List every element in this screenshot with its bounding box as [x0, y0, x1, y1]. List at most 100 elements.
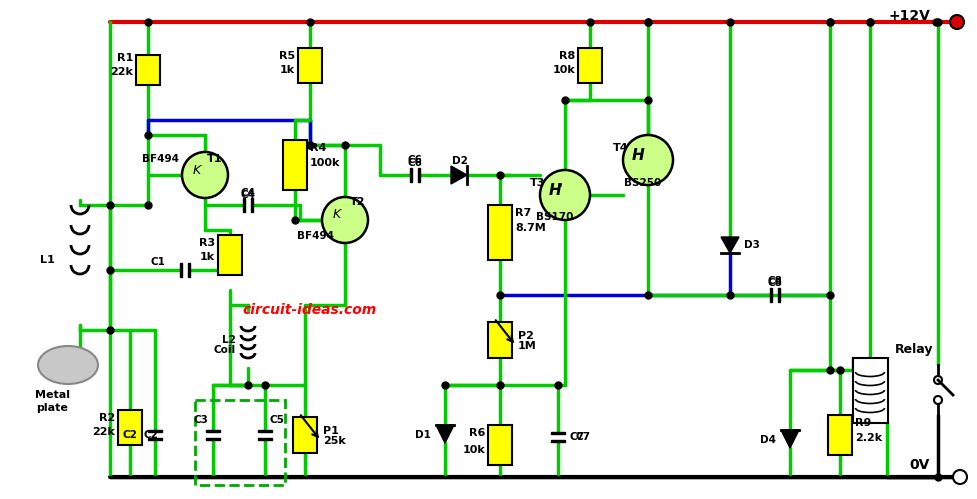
Polygon shape [436, 425, 453, 443]
Circle shape [933, 396, 941, 404]
Bar [194, 400, 284, 485]
Text: 1M: 1M [518, 341, 536, 351]
Text: C1: C1 [150, 257, 165, 267]
Text: 2.2k: 2.2k [854, 433, 881, 443]
Text: H: H [548, 183, 561, 198]
Bar [769, 288, 771, 302]
Text: ᴴ: ᴴ [557, 183, 562, 193]
Text: D4: D4 [759, 435, 775, 445]
Bar [148, 438, 162, 440]
Bar [298, 48, 321, 83]
Text: BF494: BF494 [142, 154, 179, 164]
Bar [258, 430, 272, 432]
Text: 10k: 10k [462, 445, 485, 455]
Bar [136, 55, 160, 85]
Text: T4: T4 [613, 143, 628, 153]
Text: 22k: 22k [110, 67, 133, 77]
Text: Coil: Coil [214, 345, 235, 355]
Bar [577, 48, 602, 83]
Circle shape [182, 152, 228, 198]
Circle shape [321, 197, 367, 243]
Bar [251, 198, 253, 212]
Text: R6: R6 [468, 428, 485, 438]
Bar [282, 140, 307, 190]
Circle shape [952, 470, 966, 484]
Circle shape [539, 170, 589, 220]
Text: L2: L2 [222, 335, 235, 345]
Text: 25k: 25k [322, 436, 346, 446]
Bar [488, 205, 512, 260]
Text: 22k: 22k [92, 427, 115, 437]
Bar [148, 430, 162, 432]
Bar [293, 417, 317, 453]
Polygon shape [781, 430, 798, 448]
Text: D3: D3 [743, 240, 759, 250]
Ellipse shape [38, 346, 98, 384]
Bar [258, 438, 272, 440]
Text: D2: D2 [451, 156, 467, 166]
Text: C7: C7 [570, 432, 584, 442]
Text: C8: C8 [767, 276, 782, 286]
Polygon shape [720, 237, 739, 253]
Bar [242, 198, 245, 212]
Text: BS170: BS170 [535, 212, 573, 222]
Text: 1k: 1k [199, 252, 215, 262]
Bar [852, 357, 886, 423]
Text: C8: C8 [767, 278, 782, 288]
Text: Relay: Relay [894, 343, 932, 356]
Text: C5: C5 [270, 415, 284, 425]
Text: P1: P1 [322, 426, 338, 436]
Bar [550, 440, 565, 442]
Bar [180, 263, 182, 277]
Bar [409, 168, 411, 182]
Text: circuit-ideas.com: circuit-ideas.com [242, 303, 377, 317]
Text: L1: L1 [40, 255, 55, 265]
Text: C2: C2 [143, 430, 157, 440]
Text: BF494: BF494 [296, 231, 333, 241]
Text: T1: T1 [207, 154, 223, 164]
Text: R4: R4 [310, 143, 326, 153]
Text: H: H [631, 148, 644, 163]
Text: C6: C6 [407, 158, 422, 168]
Text: C2: C2 [122, 430, 137, 440]
Bar [417, 168, 419, 182]
Circle shape [622, 135, 672, 185]
Text: Metal: Metal [34, 390, 69, 400]
Text: R5: R5 [278, 51, 295, 61]
Bar [488, 322, 512, 358]
Bar [206, 430, 220, 432]
Text: 10k: 10k [552, 65, 574, 75]
Bar [206, 438, 220, 440]
Bar [488, 425, 512, 465]
Bar [218, 235, 241, 275]
Text: R7: R7 [515, 208, 531, 218]
Text: K: K [192, 164, 201, 177]
Text: C4: C4 [240, 188, 255, 198]
Bar [778, 288, 780, 302]
Bar [188, 263, 190, 277]
Text: R2: R2 [99, 413, 115, 423]
Text: C4: C4 [240, 190, 255, 200]
Bar [550, 432, 565, 434]
Text: 0V: 0V [909, 458, 929, 472]
Text: R3: R3 [198, 238, 215, 248]
Circle shape [949, 15, 963, 29]
Text: 1k: 1k [279, 65, 295, 75]
Polygon shape [450, 166, 467, 184]
Text: C7: C7 [575, 432, 590, 442]
Bar [118, 410, 142, 445]
Text: K: K [332, 209, 341, 222]
Text: 8.7M: 8.7M [515, 223, 545, 233]
Text: T3: T3 [530, 178, 545, 188]
Text: P2: P2 [518, 331, 533, 341]
Text: BS250: BS250 [623, 178, 661, 188]
Text: T2: T2 [350, 197, 365, 207]
Text: R9: R9 [854, 418, 871, 428]
Bar [828, 415, 851, 455]
Circle shape [933, 376, 941, 384]
Text: R1: R1 [116, 53, 133, 63]
Text: 100k: 100k [310, 158, 340, 168]
Text: R8: R8 [558, 51, 574, 61]
Text: C3: C3 [192, 415, 208, 425]
Text: C6: C6 [407, 155, 422, 165]
